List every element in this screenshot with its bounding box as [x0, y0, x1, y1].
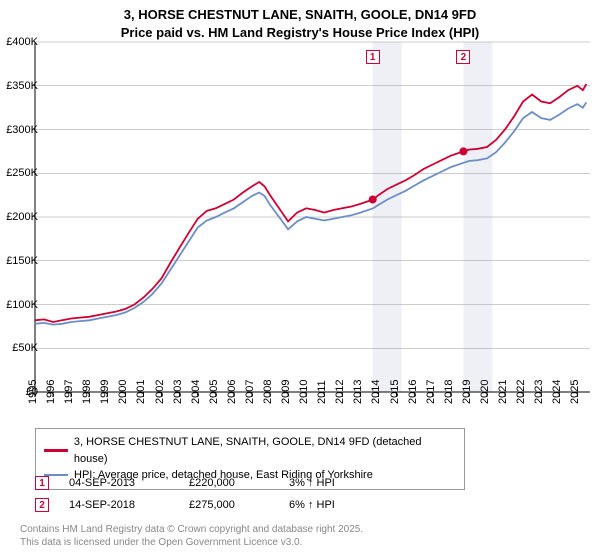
swatch-property [44, 449, 68, 452]
sale-delta: 3% ↑ HPI [289, 477, 335, 489]
x-tick-label: 2000 [117, 380, 129, 404]
x-tick-label: 2013 [352, 380, 364, 404]
sale-date: 14-SEP-2018 [69, 499, 169, 511]
x-tick-label: 2014 [370, 380, 382, 404]
x-tick-label: 2011 [316, 380, 328, 404]
chart-title: 3, HORSE CHESTNUT LANE, SNAITH, GOOLE, D… [0, 0, 600, 41]
x-tick-label: 1997 [63, 380, 75, 404]
sale-idx-box: 2 [35, 498, 49, 512]
sale-date: 04-SEP-2013 [69, 477, 169, 489]
x-tick-label: 2022 [515, 380, 527, 404]
sale-delta: 6% ↑ HPI [289, 499, 335, 511]
sale-price: £220,000 [189, 477, 269, 489]
sale-idx-box: 1 [35, 476, 49, 490]
x-tick-label: 1995 [27, 380, 39, 404]
footer-line-1: Contains HM Land Registry data © Crown c… [20, 524, 363, 535]
title-line-2: Price paid vs. HM Land Registry's House … [121, 25, 480, 40]
x-tick-label: 2012 [334, 380, 346, 404]
sale-row: 1 04-SEP-2013 £220,000 3% ↑ HPI [20, 472, 335, 494]
legend-label-property: 3, HORSE CHESTNUT LANE, SNAITH, GOOLE, D… [74, 434, 456, 467]
x-tick-label: 1998 [81, 380, 93, 404]
x-tick-label: 2023 [533, 380, 545, 404]
y-tick-label: £300K [0, 124, 38, 136]
x-tick-label: 2004 [189, 380, 201, 404]
x-tick-label: 2006 [226, 380, 238, 404]
y-tick-label: £50K [0, 342, 38, 354]
x-tick-label: 2015 [388, 380, 400, 404]
sale-marker-2: 2 [456, 50, 470, 64]
title-line-1: 3, HORSE CHESTNUT LANE, SNAITH, GOOLE, D… [124, 7, 477, 22]
plot-svg [35, 42, 590, 392]
y-tick-label: £100K [0, 299, 38, 311]
y-tick-label: £400K [0, 36, 38, 48]
y-tick-label: £350K [0, 80, 38, 92]
x-tick-label: 2017 [424, 380, 436, 404]
x-tick-label: 2009 [280, 380, 292, 404]
x-tick-label: 2003 [171, 380, 183, 404]
x-tick-label: 2019 [461, 380, 473, 404]
x-tick-label: 1999 [99, 380, 111, 404]
sale-row: 2 14-SEP-2018 £275,000 6% ↑ HPI [20, 494, 335, 516]
footer: Contains HM Land Registry data © Crown c… [20, 523, 363, 549]
y-tick-label: £150K [0, 255, 38, 267]
x-tick-label: 2024 [551, 380, 563, 404]
x-tick-label: 2018 [443, 380, 455, 404]
x-tick-label: 2008 [262, 380, 274, 404]
x-tick-label: 2016 [406, 380, 418, 404]
x-tick-label: 2002 [153, 380, 165, 404]
x-tick-label: 1996 [45, 380, 57, 404]
chart-area [35, 42, 590, 392]
legend-row-property: 3, HORSE CHESTNUT LANE, SNAITH, GOOLE, D… [44, 434, 456, 467]
sale-rows: 1 04-SEP-2013 £220,000 3% ↑ HPI 2 14-SEP-2018… [20, 472, 335, 516]
x-tick-label: 2025 [569, 380, 581, 404]
x-tick-label: 2021 [497, 380, 509, 404]
x-tick-label: 2020 [479, 380, 491, 404]
y-tick-label: £250K [0, 167, 38, 179]
sale-marker-1: 1 [366, 50, 380, 64]
y-tick-label: £200K [0, 211, 38, 223]
footer-line-2: This data is licensed under the Open Gov… [20, 537, 302, 548]
sale-price: £275,000 [189, 499, 269, 511]
x-tick-label: 2001 [135, 380, 147, 404]
x-tick-label: 2007 [244, 380, 256, 404]
x-tick-label: 2010 [298, 380, 310, 404]
x-tick-label: 2005 [208, 380, 220, 404]
